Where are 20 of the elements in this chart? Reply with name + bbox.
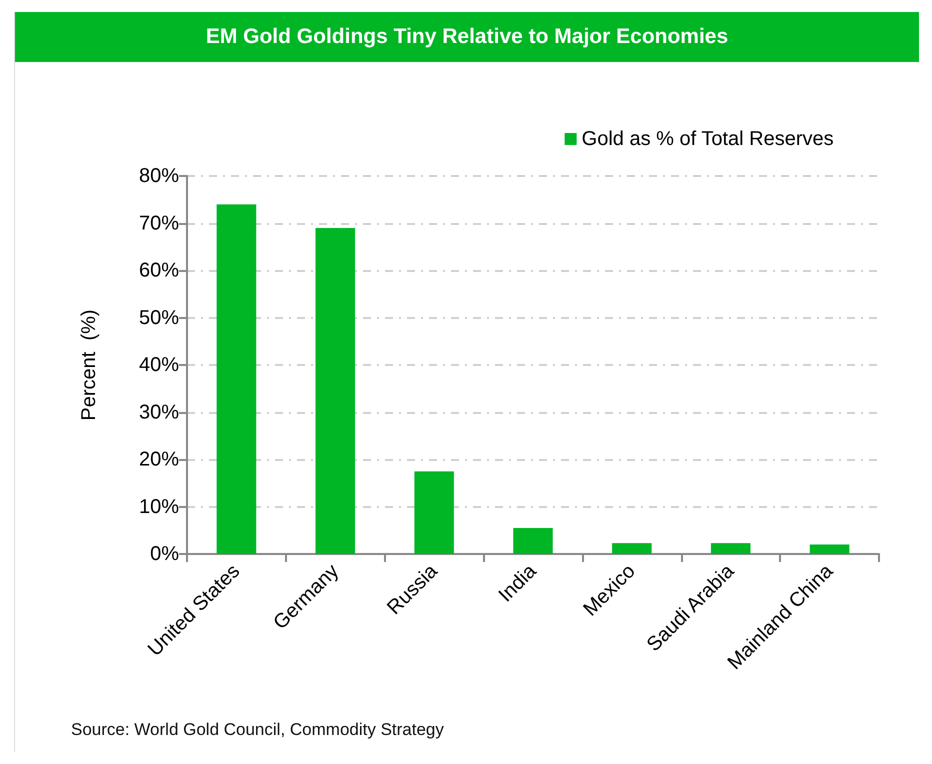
y-tick-label: 10% — [138, 496, 180, 518]
y-tick-label: 60% — [138, 260, 180, 282]
y-tick-label: 40% — [138, 354, 180, 376]
source-note: Source: World Gold Council, Commodity Strategy — [71, 720, 444, 740]
bar — [216, 204, 256, 554]
bar — [513, 528, 553, 554]
y-tick-label: 30% — [138, 401, 180, 424]
bar — [612, 543, 652, 554]
bar — [316, 228, 356, 554]
bar — [710, 543, 750, 554]
y-tick-label: 50% — [138, 306, 180, 329]
chart-title: EM Gold Goldings Tiny Relative to Major Economies — [15, 12, 919, 62]
y-tick-label: 20% — [138, 448, 180, 470]
bar — [414, 471, 454, 554]
y-tick-label: 0% — [150, 543, 180, 565]
legend-label: Gold as % of Total Reserves — [582, 128, 834, 150]
y-tick-label: 80% — [138, 165, 180, 187]
bar — [810, 544, 850, 554]
y-tick-label: 70% — [138, 212, 180, 234]
y-axis-title: Percent (%) — [78, 309, 100, 421]
